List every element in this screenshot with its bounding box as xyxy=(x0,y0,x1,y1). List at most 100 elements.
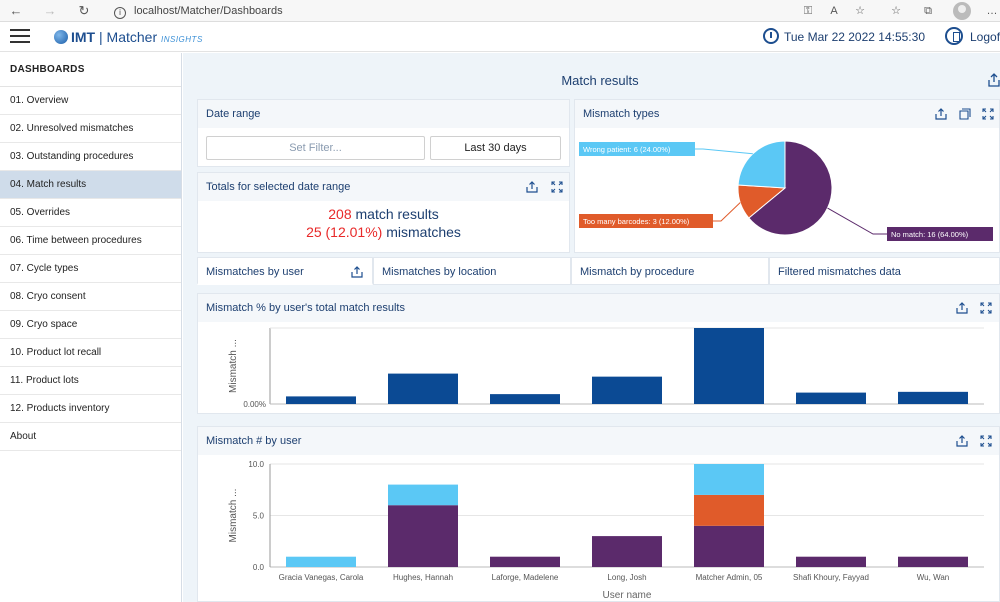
expand-icon[interactable] xyxy=(980,435,992,447)
bar-segment-3-0[interactable] xyxy=(592,536,662,567)
y-tick-label: 0.00% xyxy=(243,400,266,409)
favorites-icon[interactable]: ☆ xyxy=(891,5,901,17)
more-icon[interactable]: … xyxy=(986,5,998,17)
mismatch-label: mismatches xyxy=(386,224,461,240)
pie-label-2: Wrong patient: 6 (24.00%) xyxy=(583,145,671,154)
x-tick-label: Hughes, Hannah xyxy=(393,573,453,582)
bar-3[interactable] xyxy=(592,376,662,404)
bar-segment-6-0[interactable] xyxy=(898,556,968,567)
address-text: localhost/Matcher/Dashboards xyxy=(134,5,283,17)
address-bar[interactable]: i localhost/Matcher/Dashboards xyxy=(114,3,283,19)
bar-0[interactable] xyxy=(286,396,356,404)
totals-title: Totals for selected date range xyxy=(198,173,569,201)
share-icon[interactable] xyxy=(988,73,1000,87)
pie-label-box-2 xyxy=(579,142,695,156)
back-icon[interactable]: ← xyxy=(9,3,23,18)
sidebar-item-products-inventory[interactable]: 12. Products inventory xyxy=(0,395,181,423)
mismatch-types-title: Mismatch types xyxy=(575,100,999,128)
last-30-days-button[interactable]: Last 30 days xyxy=(430,136,561,160)
pie-label-0: No match: 16 (64.00%) xyxy=(891,230,969,239)
mismatches-total: 25 (12.01%) mismatches xyxy=(198,224,569,240)
pie-leader-line-0 xyxy=(827,207,887,235)
expand-icon[interactable] xyxy=(980,302,992,314)
sidebar-item-product-lot-recall[interactable]: 10. Product lot recall xyxy=(0,339,181,367)
share-icon[interactable] xyxy=(351,266,363,278)
sidebar-item-overview[interactable]: 01. Overview xyxy=(0,87,181,115)
set-filter-button[interactable]: Set Filter... xyxy=(206,136,425,160)
sidebar-item-match-results[interactable]: 04. Match results xyxy=(0,171,181,199)
app-header: IMT | Matcher INSIGHTS Tue Mar 22 2022 1… xyxy=(0,22,1000,52)
expand-icon[interactable] xyxy=(551,181,563,193)
mismatch-count-title: Mismatch # by user xyxy=(198,427,999,455)
share-icon[interactable] xyxy=(526,181,538,193)
favorite-add-icon[interactable]: ☆ xyxy=(855,5,865,17)
sidebar-item-cryo-consent[interactable]: 08. Cryo consent xyxy=(0,283,181,311)
mismatch-count: 25 (12.01%) xyxy=(306,224,383,240)
bar-4[interactable] xyxy=(694,328,764,404)
menu-icon[interactable] xyxy=(10,29,30,44)
clock-icon xyxy=(763,28,779,44)
sidebar-item-cryo-space[interactable]: 09. Cryo space xyxy=(0,311,181,339)
y-axis-label: Mismatch ... xyxy=(228,489,239,543)
mismatch-percent-panel: Mismatch % by user's total match results… xyxy=(197,293,1000,414)
pie-leader-line-2 xyxy=(695,148,753,155)
x-tick-label: Wu, Wan xyxy=(917,573,949,582)
bar-segment-2-0[interactable] xyxy=(490,556,560,567)
x-tick-label: Laforge, Madelene xyxy=(492,573,559,582)
logoff-icon[interactable] xyxy=(945,27,963,45)
copy-icon[interactable] xyxy=(959,108,971,120)
sidebar-item-time-between-procedures[interactable]: 06. Time between procedures xyxy=(0,227,181,255)
tab-mismatch-by-procedure[interactable]: Mismatch by procedure xyxy=(571,257,769,285)
bar-segment-4-2[interactable] xyxy=(694,464,764,495)
collections-icon[interactable]: ⧉ xyxy=(924,5,932,17)
y-tick-label: 0.0 xyxy=(253,563,265,572)
sidebar-item-outstanding-procedures[interactable]: 03. Outstanding procedures xyxy=(0,143,181,171)
sidebar: DASHBOARDS 01. Overview 02. Unresolved m… xyxy=(0,53,182,602)
info-icon[interactable]: i xyxy=(114,7,126,19)
share-icon[interactable] xyxy=(956,435,968,447)
main-content: Match results Date range Set Filter... L… xyxy=(183,53,1000,602)
bar-segment-0-2[interactable] xyxy=(286,556,356,567)
bar-6[interactable] xyxy=(898,391,968,404)
read-aloud-icon[interactable]: A xyxy=(830,5,838,17)
sidebar-item-product-lots[interactable]: 11. Product lots xyxy=(0,367,181,395)
tab-mismatches-by-user[interactable]: Mismatches by user xyxy=(197,257,373,285)
expand-icon[interactable] xyxy=(982,108,994,120)
bar-segment-1-2[interactable] xyxy=(388,484,458,506)
mismatch-count-bar-chart: 0.0 5.0 10.0 Mismatch ... Gracia Vanegas, Ca… xyxy=(228,460,984,601)
tab-mismatches-by-location[interactable]: Mismatches by location xyxy=(373,257,571,285)
reload-icon[interactable]: ↻ xyxy=(78,3,90,18)
share-icon[interactable] xyxy=(935,108,947,120)
date-range-title: Date range xyxy=(198,100,569,128)
bar-5[interactable] xyxy=(796,392,866,404)
bar-segment-1-0[interactable] xyxy=(388,505,458,567)
logo-suffix: INSIGHTS xyxy=(161,35,203,44)
bar-segment-5-0[interactable] xyxy=(796,556,866,567)
share-icon[interactable] xyxy=(956,302,968,314)
bar-segment-4-1[interactable] xyxy=(694,494,764,526)
match-count: 208 xyxy=(328,206,352,222)
key-icon[interactable]: ⚿ xyxy=(803,5,813,17)
pie-label-box-0 xyxy=(887,227,993,241)
tab-filtered-mismatches-data[interactable]: Filtered mismatches data xyxy=(769,257,1000,285)
pie-slice-2[interactable] xyxy=(737,140,786,189)
logoff-link[interactable]: Logoff xyxy=(970,30,1000,44)
match-results-total: 208 match results xyxy=(198,206,569,222)
browser-toolbar: ← → ↻ i localhost/Matcher/Dashboards ⚿ A … xyxy=(0,0,1000,22)
mismatch-types-panel: Mismatch types No match: 16 (64.00%) Too … xyxy=(574,99,1000,253)
forward-icon[interactable]: → xyxy=(43,3,57,18)
bar-segment-4-0[interactable] xyxy=(694,525,764,567)
pie-label-1: Too many barcodes: 3 (12.00%) xyxy=(583,217,690,226)
x-tick-label: Long, Josh xyxy=(607,573,646,582)
bar-2[interactable] xyxy=(490,394,560,404)
sidebar-item-overrides[interactable]: 05. Overrides xyxy=(0,199,181,227)
sidebar-item-unresolved-mismatches[interactable]: 02. Unresolved mismatches xyxy=(0,115,181,143)
x-axis-label: User name xyxy=(603,590,652,601)
bar-1[interactable] xyxy=(388,373,458,404)
y-tick-label: 5.0 xyxy=(253,512,265,521)
current-datetime: Tue Mar 22 2022 14:55:30 xyxy=(784,30,925,44)
sidebar-item-about[interactable]: About xyxy=(0,423,181,451)
profile-avatar[interactable] xyxy=(953,2,971,20)
sidebar-item-cycle-types[interactable]: 07. Cycle types xyxy=(0,255,181,283)
page-title: Match results xyxy=(561,73,639,88)
